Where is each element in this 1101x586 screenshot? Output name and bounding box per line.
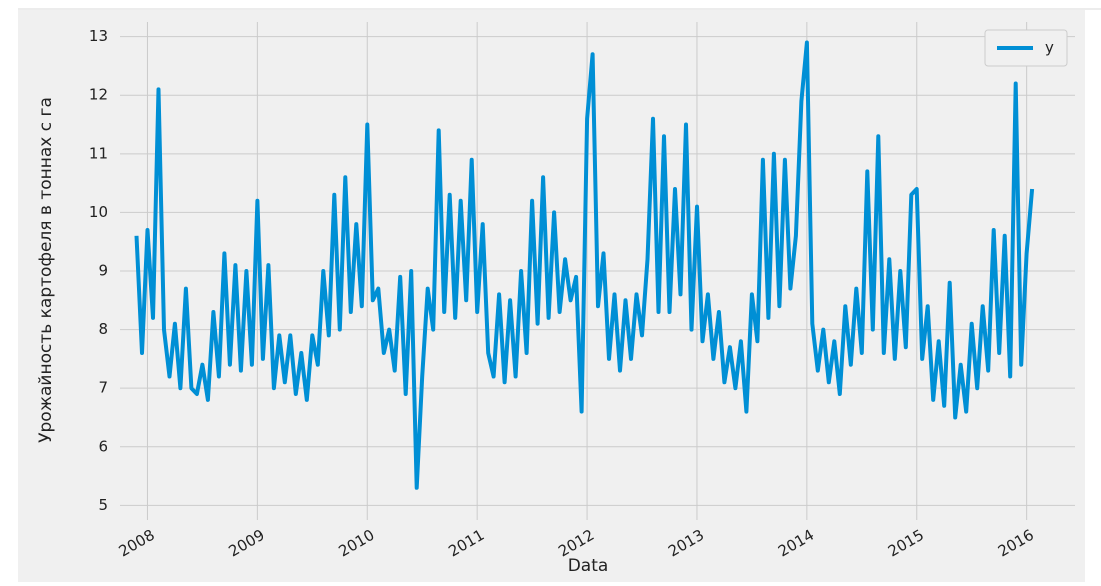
- y-tick-label: 13: [89, 27, 108, 45]
- y-tick-label: 5: [98, 496, 108, 514]
- data-line: [134, 40, 1035, 490]
- y-tick-label: 12: [89, 86, 108, 104]
- legend-label: y: [1045, 39, 1054, 57]
- y-tick-label: 6: [98, 437, 108, 455]
- y-tick-label: 7: [98, 379, 108, 397]
- y-tick-label: 11: [89, 144, 108, 162]
- y-tick-label: 10: [89, 203, 108, 221]
- y-tick-label: 8: [98, 320, 108, 338]
- x-axis-label: Data: [568, 556, 609, 576]
- y-tick-label: 9: [98, 262, 108, 280]
- y-axis-label: Урожайность картофеля в тоннах с га: [36, 97, 56, 443]
